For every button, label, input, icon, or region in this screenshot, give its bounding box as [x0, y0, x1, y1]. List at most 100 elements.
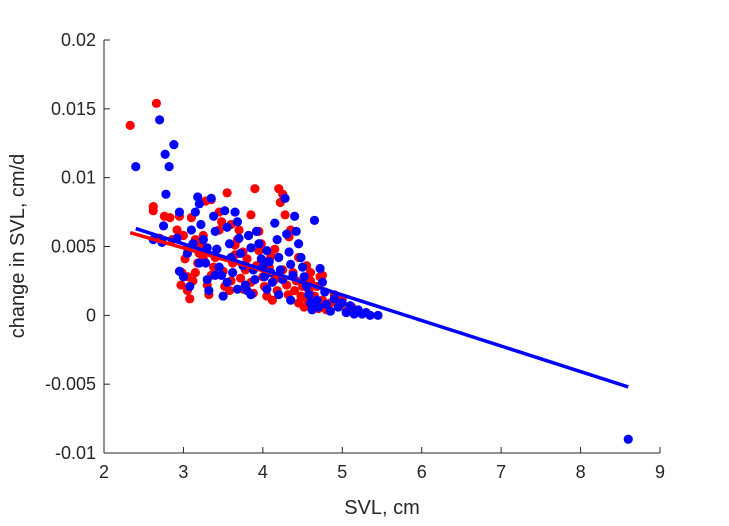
data-point: [224, 285, 235, 296]
data-point: [236, 273, 246, 283]
data-point: [317, 277, 328, 287]
data-point: [296, 252, 306, 263]
data-point: [299, 272, 309, 282]
x-tick-label: 3: [178, 462, 188, 482]
data-point: [284, 247, 294, 257]
data-point: [267, 295, 277, 305]
data-point: [262, 246, 272, 256]
series-1-points: [131, 115, 633, 444]
data-point: [228, 268, 238, 278]
data-point: [125, 120, 135, 130]
data-point: [264, 257, 274, 267]
x-tick-label: 9: [655, 462, 665, 482]
data-point: [286, 259, 296, 269]
y-tick-label: -0.01: [55, 443, 96, 463]
data-point: [172, 225, 182, 235]
data-point: [131, 162, 141, 172]
data-point: [341, 307, 351, 318]
data-point: [230, 207, 240, 217]
data-point: [190, 207, 200, 217]
data-point: [176, 280, 186, 290]
data-point: [274, 290, 284, 300]
data-point: [158, 221, 169, 231]
y-tick-label: 0: [86, 305, 96, 325]
data-point: [210, 270, 220, 281]
fit-line-series-1: [135, 226, 629, 389]
data-point: [329, 294, 339, 304]
y-ticks: -0.01 -0.005 0 0.005 0.01 0.015 0.02: [45, 30, 110, 463]
data-point: [272, 235, 282, 245]
data-point: [309, 215, 320, 225]
data-point: [256, 254, 266, 264]
data-point: [262, 284, 272, 294]
data-point: [186, 225, 196, 235]
data-point: [234, 225, 244, 235]
data-point: [185, 281, 195, 292]
data-point: [242, 254, 252, 264]
data-point: [304, 290, 314, 300]
data-point: [196, 219, 206, 230]
data-point: [365, 310, 375, 320]
data-point: [623, 434, 633, 444]
data-point: [148, 206, 158, 216]
data-point: [232, 284, 243, 294]
data-point: [294, 239, 304, 249]
data-point: [222, 188, 232, 198]
data-point: [198, 235, 208, 245]
data-point: [243, 230, 254, 241]
fit-lines: [129, 226, 629, 389]
data-point: [254, 239, 264, 249]
data-points: [125, 98, 633, 444]
data-point: [234, 233, 244, 243]
data-point: [155, 115, 165, 125]
data-point: [270, 244, 280, 254]
data-point: [185, 294, 195, 304]
y-tick-label: 0.005: [51, 237, 96, 257]
data-point: [202, 274, 212, 285]
x-axis-label: SVL, cm: [344, 497, 420, 519]
data-point: [267, 277, 277, 287]
x-tick-label: 4: [258, 462, 268, 482]
data-point: [216, 270, 227, 281]
data-point: [337, 298, 347, 308]
data-point: [282, 229, 292, 239]
data-point: [190, 268, 200, 278]
data-point: [286, 295, 296, 305]
data-point: [275, 265, 285, 275]
data-point: [280, 210, 290, 220]
data-point: [224, 239, 235, 249]
data-point: [280, 193, 290, 203]
data-point: [222, 222, 232, 232]
data-point: [251, 226, 262, 236]
data-point: [222, 277, 232, 287]
x-tick-label: 6: [417, 462, 427, 482]
x-tick-label: 8: [576, 462, 586, 482]
data-point: [194, 258, 204, 268]
data-point: [164, 162, 174, 172]
data-point: [178, 272, 189, 282]
data-point: [297, 262, 308, 272]
data-point: [210, 226, 220, 236]
data-point: [169, 140, 179, 150]
data-point: [345, 301, 355, 311]
data-point: [165, 212, 175, 223]
data-point: [204, 285, 214, 296]
data-point: [236, 248, 246, 258]
data-point: [232, 217, 243, 227]
data-point: [194, 199, 204, 209]
data-point: [321, 299, 331, 309]
y-tick-label: 0.02: [61, 30, 96, 50]
data-point: [250, 274, 260, 285]
x-tick-label: 5: [337, 462, 347, 482]
data-point: [270, 218, 280, 228]
data-point: [246, 243, 256, 253]
data-point: [209, 211, 219, 221]
x-ticks: 2 3 4 5 6 7 8 9: [99, 447, 665, 482]
data-point: [373, 310, 383, 320]
data-point: [274, 252, 284, 263]
data-point: [218, 291, 228, 301]
data-point: [312, 295, 322, 305]
data-point: [291, 226, 301, 236]
data-point: [193, 192, 203, 202]
